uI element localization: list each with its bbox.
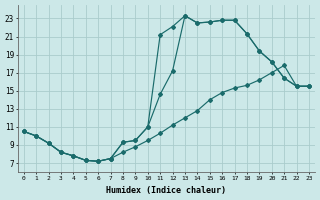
X-axis label: Humidex (Indice chaleur): Humidex (Indice chaleur) [106,186,226,195]
